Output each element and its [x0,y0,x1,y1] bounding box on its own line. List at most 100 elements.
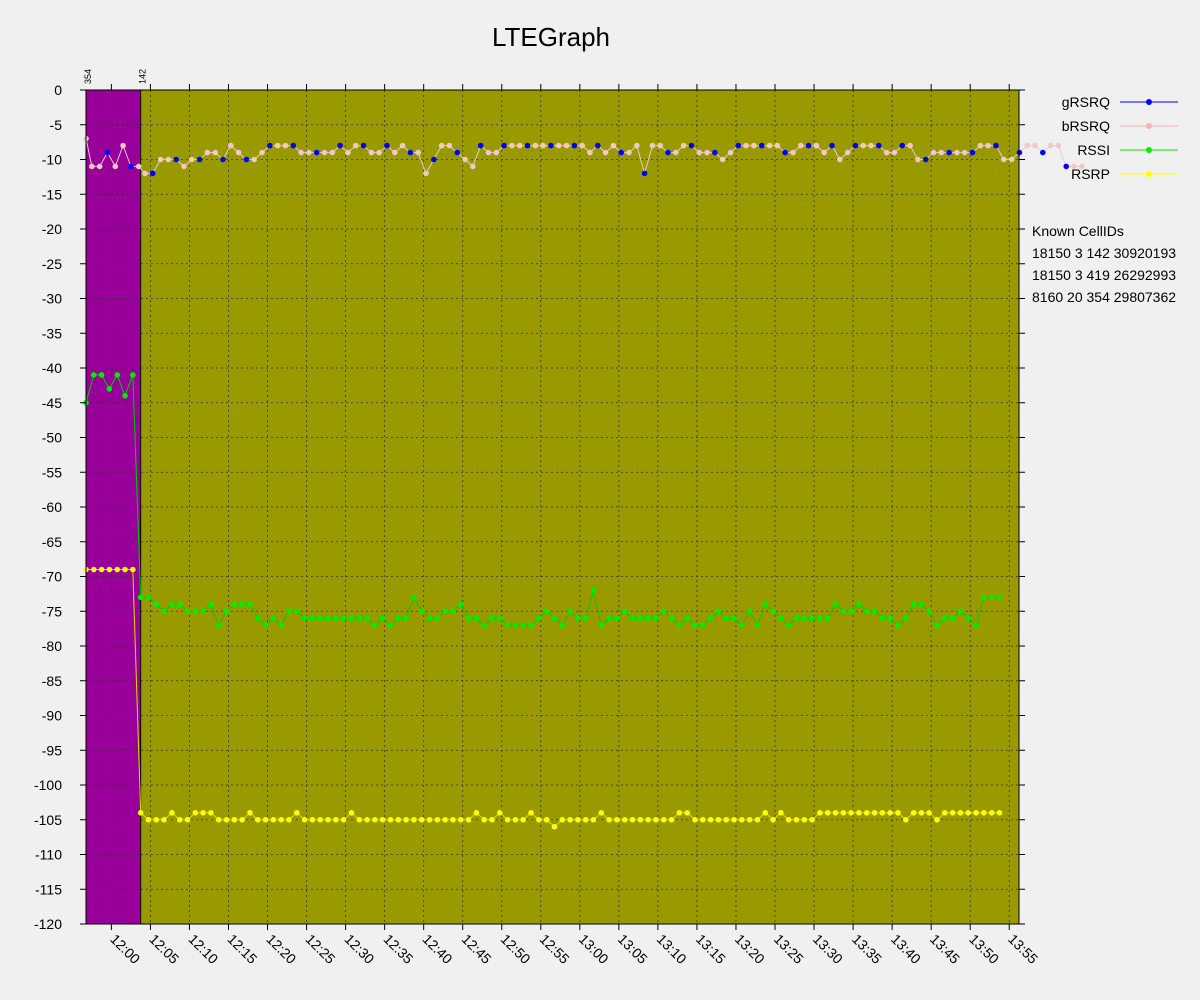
y-tick-label: -110 [35,847,62,863]
rsrp-point [910,810,917,816]
rsrp-point [137,810,144,816]
rssi-point [98,372,105,378]
rsrp-point [372,816,378,823]
grsrq-point [571,142,578,149]
rssi-point [239,601,245,608]
rssi-point [215,622,222,628]
rsrp-point [824,810,831,816]
brsrq-point [274,142,281,149]
rsrp-point [770,816,776,823]
rssi-point [137,594,144,601]
rsrp-point [653,816,659,823]
rssi-point [785,622,792,628]
x-tick-label: 12:25 [302,931,338,967]
brsrq-point [673,149,679,156]
rssi-point [387,622,394,628]
rsrp-point [559,816,566,823]
rssi-point [356,615,363,621]
x-tick-label: 12:00 [107,931,143,967]
grsrq-point [899,142,906,149]
rsrp-point [387,816,394,823]
x-tick-label: 12:35 [381,931,417,967]
rsrp-point [902,816,909,823]
rssi-point [887,615,893,621]
rssi-point [902,615,909,621]
rssi-point [536,615,542,621]
rssi-point [106,386,113,392]
rsrp-point [223,816,230,823]
rssi-point [660,608,667,615]
grsrq-point [407,149,414,156]
rssi-point [645,615,651,621]
rsrp-point [504,816,511,823]
brsrq-point [345,149,351,156]
rssi-point [856,601,862,608]
grsrq-point [758,142,765,149]
brsrq-point [961,149,968,156]
x-tick-label: 12:45 [459,931,495,967]
rsrp-point [614,816,620,823]
brsrq-point [704,149,710,156]
brsrq-point [120,142,126,149]
rssi-point [606,615,612,621]
rssi-point [778,615,784,621]
rssi-point [395,615,402,621]
rssi-point [473,615,480,621]
rsrp-point [598,810,605,816]
brsrq-point [259,149,265,156]
grsrq-point [384,142,390,149]
brsrq-point [985,142,991,149]
grsrq-point [1063,163,1070,170]
rsrp-point [684,810,690,816]
rsrp-point [208,810,214,816]
rsrp-point [145,816,152,823]
y-tick-label: -45 [42,395,62,411]
brsrq-point [540,142,546,149]
rssi-point [512,622,519,628]
rssi-point [504,622,511,628]
x-tick-label: 13:30 [810,931,846,967]
legend-label: bRSRQ [1062,118,1110,134]
rsrp-point [551,823,558,830]
rssi-point [442,608,448,615]
brsrq-point [165,156,172,163]
x-tick-label: 13:35 [849,931,885,967]
rsrp-point [785,816,792,823]
rssi-point [465,615,472,621]
rssi-point [184,608,191,615]
grsrq-point [149,170,156,177]
rsrp-point [996,810,1003,816]
data-series [83,135,1085,830]
legend-marker [1146,99,1152,105]
brsrq-point [470,163,476,170]
rsrp-point [200,810,206,816]
rsrp-point [887,810,893,816]
grsrq-point [501,142,507,149]
rssi-point [723,615,730,621]
rssi-point [871,608,878,615]
grsrq-point [337,142,343,149]
x-tick-label: 12:55 [537,931,573,967]
rssi-point [153,601,160,608]
known-cellid-item: 8160 20 354 29807362 [1032,289,1177,305]
brsrq-point [135,163,142,170]
rsrp-point [957,810,964,816]
brsrq-point [868,142,874,149]
rssi-point [176,601,183,608]
rsrp-point [871,810,878,816]
grsrq-point [829,142,835,149]
legend-marker [1146,171,1152,177]
rsrp-point [746,816,753,823]
rsrp-point [481,816,487,823]
brsrq-point [743,142,749,149]
grsrq-point [712,149,718,156]
brsrq-point [1024,142,1030,149]
rsrp-point [895,810,901,816]
rssi-point [567,608,573,615]
grsrq-point [852,142,859,149]
brsrq-point [1079,163,1085,170]
brsrq-point [438,142,445,149]
y-tick-label: -70 [42,569,62,585]
rssi-point [918,601,925,608]
grsrq-point [688,142,695,149]
